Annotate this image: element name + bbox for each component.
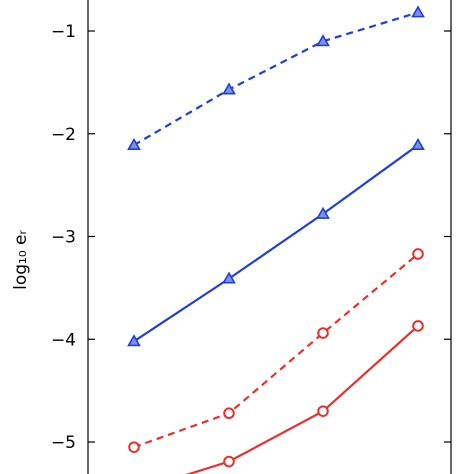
data-point-triangle: [222, 271, 236, 284]
series-3: [128, 248, 424, 453]
data-point-circle: [223, 455, 235, 468]
y-tick-label: −5: [51, 433, 76, 453]
series-line: [133, 11, 419, 147]
data-point-triangle: [222, 82, 236, 95]
y-tick-label: −2: [51, 125, 76, 145]
data-point-circle: [317, 327, 329, 339]
y-ticks: −1 −2 −3 −4 −5: [51, 22, 451, 453]
data-point-triangle: [411, 137, 425, 150]
y-tick-label: −3: [51, 228, 76, 248]
series-line: [133, 253, 419, 449]
series-1: [127, 5, 425, 150]
y-tick-label: −4: [51, 330, 76, 350]
series-2: [127, 137, 425, 347]
y-axis-label: log₁₀ eᵣ: [11, 229, 31, 289]
series-layer: [127, 5, 425, 474]
data-point-triangle: [127, 334, 141, 347]
data-point-triangle: [127, 137, 141, 150]
data-point-triangle: [316, 34, 330, 47]
series-4: [185, 320, 424, 474]
data-point-circle: [317, 405, 329, 417]
y-tick-label: −1: [51, 22, 76, 42]
data-point-triangle: [411, 5, 425, 18]
series-line: [133, 144, 419, 343]
data-point-circle: [223, 407, 235, 420]
data-point-circle: [412, 320, 424, 332]
data-point-triangle: [316, 206, 330, 219]
series-line: [185, 325, 419, 474]
data-point-circle: [128, 441, 140, 453]
data-point-circle: [412, 248, 424, 260]
